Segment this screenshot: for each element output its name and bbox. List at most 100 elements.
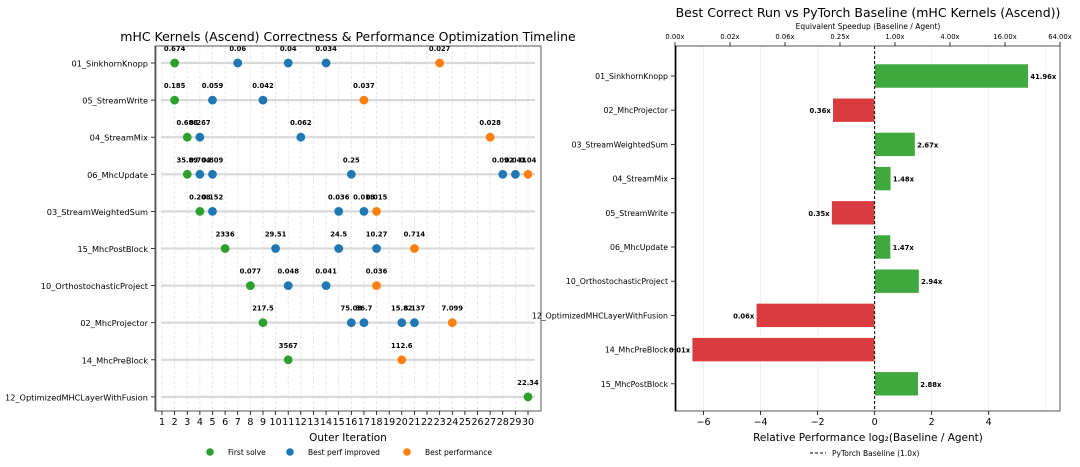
timeline-x-tick-label: 21 <box>408 417 420 428</box>
timeline-point-label: 0.092 <box>492 156 514 164</box>
timeline-point-label: 0.185 <box>164 82 186 90</box>
timeline-point-first <box>523 392 533 402</box>
timeline-point-label: 75.08 <box>341 305 363 313</box>
timeline-x-tick-label: 26 <box>471 417 483 428</box>
timeline-x-tick-label: 19 <box>383 417 395 428</box>
timeline-point-label: 0.152 <box>202 193 224 201</box>
timeline-x-tick-label: 15 <box>333 417 345 428</box>
timeline-point-improved <box>397 318 407 328</box>
timeline-row: 01_SinkhornKnopp 0.674 0.06 0.04 0.034 0.027 <box>72 45 535 69</box>
timeline-point-improved <box>208 207 217 216</box>
timeline-point-label: 0.674 <box>164 45 186 53</box>
timeline-x-tick-label: 5 <box>209 417 215 428</box>
speedup-legend: PyTorch Baseline (1.0x) <box>810 449 920 458</box>
timeline-x-label: Outer Iteration <box>309 432 387 444</box>
speedup-value-label: 2.94x <box>921 278 943 286</box>
speedup-top-tick-label: 64.00x <box>1048 33 1071 41</box>
timeline-y-tick-label: 06_MhcUpdate <box>87 170 148 180</box>
timeline-x-tick-label: 7 <box>235 417 241 428</box>
speedup-top-tick-label: 4.00x <box>940 33 959 41</box>
speedup-y-tick-label: 05_StreamWrite <box>605 209 668 218</box>
timeline-point-first <box>195 207 205 216</box>
speedup-top-tick-label: 1.00x <box>885 33 904 41</box>
timeline-point-label: 22.34 <box>517 379 539 387</box>
timeline-y-tick-label: 03_StreamWeightedSum <box>47 207 148 217</box>
timeline-point-label: 0.037 <box>353 82 375 90</box>
timeline-point-best <box>435 58 445 68</box>
timeline-point-label: 0.704 <box>189 156 211 164</box>
legend-marker <box>206 448 214 456</box>
timeline-point-label: 0.059 <box>202 82 224 90</box>
timeline-y-tick-label: 04_StreamMix <box>90 133 148 143</box>
timeline-row: 14_MhcPreBlock 3567 112.6 <box>82 342 535 365</box>
timeline-point-improved <box>208 169 217 179</box>
speedup-top-tick-label: 0.02x <box>720 33 739 41</box>
timeline-point-improved <box>334 207 344 216</box>
speedup-value-label: 0.36x <box>810 107 832 115</box>
timeline-point-label: 0.015 <box>366 193 388 201</box>
timeline-x-tick-label: 30 <box>522 417 534 428</box>
speedup-value-label: 1.47x <box>893 244 915 252</box>
speedup-bar <box>874 234 891 260</box>
timeline-point-label: 0.042 <box>252 82 274 90</box>
speedup-value-label: 1.48x <box>893 176 915 184</box>
timeline-point-best <box>447 318 457 328</box>
timeline-point-best <box>372 207 381 216</box>
speedup-bar <box>691 337 875 362</box>
timeline-point-label: 0.036 <box>328 193 350 201</box>
speedup-bar <box>874 371 919 397</box>
timeline-y-tick-label: 15_MhcPostBlock <box>77 244 148 254</box>
timeline-point-label: 0.208 <box>189 193 211 201</box>
speedup-top-tick-label: 0.25x <box>830 33 849 41</box>
timeline-point-label: 217.5 <box>252 305 274 313</box>
timeline-point-improved <box>271 244 280 253</box>
timeline-point-improved <box>334 244 344 253</box>
timeline-point-label: 0.04 <box>520 156 537 164</box>
speedup-bar-group: 05_StreamWrite 0.35x <box>605 200 875 226</box>
timeline-point-label: 0.048 <box>277 268 299 276</box>
timeline-point-first <box>170 95 180 105</box>
timeline-point-improved <box>372 244 381 253</box>
speedup-top-tick-label: 0.00x <box>665 33 684 41</box>
timeline-x-tick-label: 22 <box>421 417 433 428</box>
speedup-y-tick-label: 15_MhcPostBlock <box>601 380 669 389</box>
speedup-top-x-label: Equivalent Speedup (Baseline / Agent) <box>796 22 941 31</box>
baseline-legend-label: PyTorch Baseline (1.0x) <box>832 449 920 458</box>
timeline-point-first <box>182 169 192 179</box>
timeline-x-tick-label: 1 <box>159 417 165 428</box>
timeline-point-label: 0.027 <box>429 45 451 53</box>
speedup-y-tick-label: 14_MhcPreBlock <box>605 346 669 355</box>
timeline-point-improved <box>283 58 293 68</box>
timeline-x-tick-label: 8 <box>247 417 253 428</box>
speedup-y-tick-label: 04_StreamMix <box>612 175 668 184</box>
timeline-x-tick-label: 27 <box>484 417 496 428</box>
timeline-point-label: 35.89 <box>176 156 198 164</box>
timeline-point-label: 0.018 <box>353 193 375 201</box>
speedup-chart: Best Correct Run vs PyTorch Baseline (mH… <box>532 5 1072 458</box>
timeline-point-improved <box>359 318 369 328</box>
timeline-title: mHC Kernels (Ascend) Correctness & Perfo… <box>120 29 576 44</box>
timeline-point-improved <box>258 95 268 105</box>
speedup-top-ticks: 0.00x 0.02x 0.06x 0.25x 1.00x 4.00x 16.00x 64.0… <box>665 33 1072 46</box>
speedup-bar <box>874 268 920 294</box>
timeline-point-first <box>170 58 180 68</box>
timeline-y-tick-label: 14_MhcPreBlock <box>82 355 149 365</box>
speedup-x-ticks: −6 −4 −2 0 2 4 <box>697 411 992 428</box>
timeline-point-label: 0.714 <box>404 231 426 239</box>
speedup-y-tick-label: 12_OptimizedMHCLayerWithFusion <box>532 311 668 320</box>
timeline-y-tick-label: 12_OptimizedMHCLayerWithFusion <box>5 392 148 402</box>
timeline-x-tick-label: 23 <box>434 417 446 428</box>
timeline-point-label: 0.028 <box>479 119 501 127</box>
speedup-y-tick-label: 06_MhcUpdate <box>610 243 668 252</box>
timeline-point-label: 0.034 <box>315 45 337 53</box>
timeline-x-tick-label: 11 <box>282 417 294 428</box>
speedup-x-tick-label: 2 <box>929 417 935 428</box>
speedup-x-tick-label: 0 <box>872 417 878 428</box>
timeline-point-first <box>220 244 230 253</box>
timeline-point-best <box>410 244 419 253</box>
timeline-point-label: 24.5 <box>330 231 347 239</box>
timeline-point-first <box>283 355 293 365</box>
